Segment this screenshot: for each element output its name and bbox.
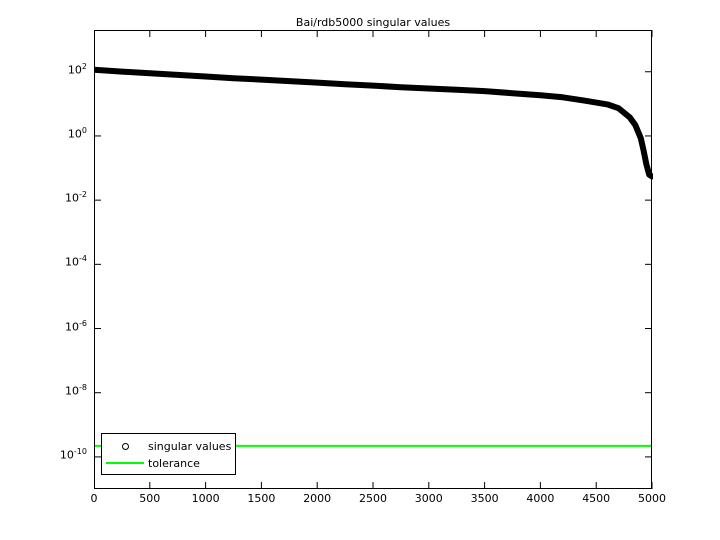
- y-tick-label: 10-8: [65, 382, 87, 398]
- x-tick-label: 3500: [470, 492, 499, 505]
- tolerance-line-icon: [102, 462, 148, 464]
- legend-label-tolerance: tolerance: [148, 456, 200, 470]
- y-tick-label: 102: [67, 61, 87, 77]
- y-tick-label: 10-6: [65, 318, 87, 334]
- x-tick-label: 0: [90, 492, 98, 505]
- plot-area: [94, 30, 653, 489]
- singular-values-curve: [94, 66, 653, 180]
- y-tick-label: 10-4: [65, 254, 87, 269]
- x-tick-label: 4500: [582, 492, 611, 505]
- circle-marker-icon: [102, 442, 148, 450]
- x-tick-label: 5000: [638, 492, 666, 505]
- y-tick-label: 100: [67, 125, 87, 141]
- x-tick-label: 1000: [191, 492, 220, 505]
- plot-border: [94, 30, 652, 489]
- x-tick-label: 1500: [247, 492, 276, 505]
- legend-label-singular-values: singular values: [148, 439, 232, 453]
- x-tick-label: 2000: [303, 492, 332, 505]
- y-tick-label: 10-10: [59, 446, 87, 462]
- x-tick-label: 4000: [526, 492, 555, 505]
- legend: singular values tolerance: [101, 433, 236, 475]
- x-tick-label: 500: [139, 492, 161, 505]
- legend-entry-tolerance: tolerance: [102, 455, 235, 471]
- x-tick-label: 2500: [359, 492, 387, 505]
- y-tick-label: 10-2: [65, 190, 87, 205]
- plot-title: Bai/rdb5000 singular values: [295, 16, 451, 29]
- x-tick-label: 3000: [414, 492, 443, 505]
- legend-entry-singular-values: singular values: [102, 438, 235, 454]
